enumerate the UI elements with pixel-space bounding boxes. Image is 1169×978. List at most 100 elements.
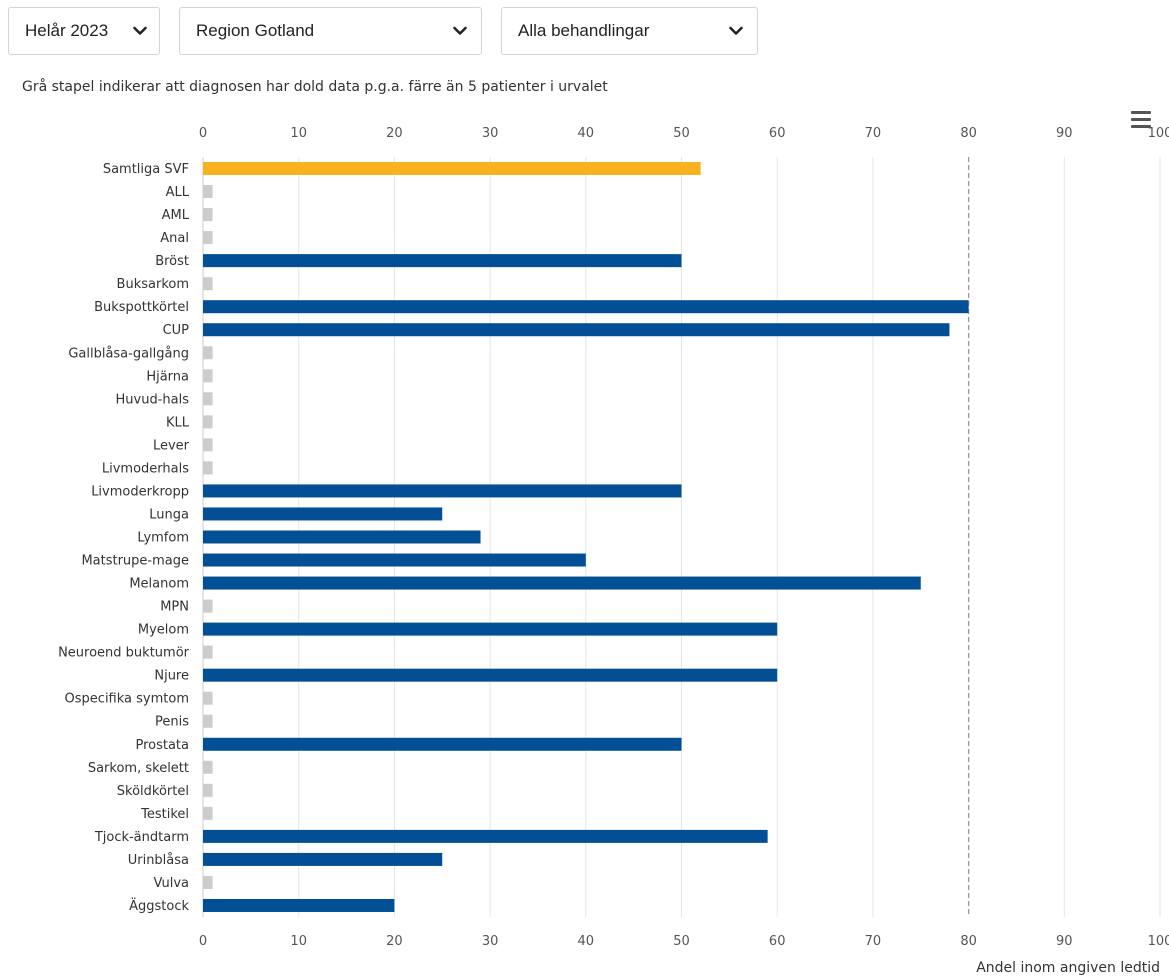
bar-matstrupe-mage [203,553,586,567]
x-tick-label-top: 70 [865,126,882,141]
x-tick-label-top: 40 [578,126,595,141]
bar-melanom [203,576,921,590]
category-label: Samtliga SVF [103,162,189,177]
bar-aml [203,208,213,222]
category-label: MPN [160,600,189,615]
category-label: Anal [160,231,189,246]
category-label: KLL [166,415,190,430]
region-select-value: Region Gotland [196,21,315,40]
x-tick-label-bottom: 40 [578,934,595,949]
category-label: Njure [154,669,189,684]
bar-livmoderhals [203,461,213,475]
bar-cup [203,323,950,337]
category-label: Livmoderhals [102,461,189,476]
category-label: Testikel [140,807,189,822]
category-label: CUP [163,323,190,338]
bar-lymfom [203,530,481,544]
category-label: Livmoderkropp [91,484,189,499]
period-select[interactable]: Helår 2023 [8,7,160,55]
bar-myelom [203,622,778,636]
category-label: Bukspottkörtel [94,300,189,315]
category-label: Lever [153,438,190,453]
x-tick-label-bottom: 80 [960,934,977,949]
bar-sköldkörtel [203,783,213,797]
region-select[interactable]: Region Gotland [179,7,482,55]
x-tick-label-top: 90 [1056,126,1073,141]
bar-vulva [203,875,213,889]
x-tick-label-bottom: 30 [482,934,499,949]
bar-prostata [203,737,682,751]
category-label: ALL [166,185,190,200]
bar-lunga [203,507,443,521]
bar-anal [203,231,213,245]
x-tick-label-bottom: 50 [673,934,690,949]
bar-penis [203,714,213,728]
chevron-down-icon [453,26,467,35]
chart-menu-button[interactable] [1128,108,1154,132]
category-label: Äggstock [129,898,189,914]
bar-ospecifika-symtom [203,691,213,705]
bar-all [203,185,213,199]
bar-livmoderkropp [203,484,682,498]
x-tick-label-bottom: 90 [1056,934,1073,949]
category-label: Urinblåsa [128,853,189,868]
category-label: Vulva [153,876,189,891]
category-label: Lymfom [137,530,189,545]
x-tick-label-bottom: 70 [865,934,882,949]
x-tick-label-top: 10 [290,126,307,141]
treatment-select[interactable]: Alla behandlingar [501,7,758,55]
category-label: Gallblåsa-gallgång [68,346,189,361]
bar-hjärna [203,369,213,383]
category-label: Huvud-hals [116,392,190,407]
x-tick-label-bottom: 10 [290,934,307,949]
chevron-down-icon [133,26,147,35]
x-tick-label-bottom: 20 [386,934,403,949]
category-label: Prostata [135,738,189,753]
x-tick-label-top: 80 [960,126,977,141]
category-label: Sarkom, skelett [88,761,189,776]
period-select-value: Helår 2023 [25,21,109,40]
bar-äggstock [203,898,395,912]
bar-kll [203,415,213,429]
category-label: Penis [155,715,189,730]
x-tick-label-top: 30 [482,126,499,141]
bar-testikel [203,806,213,820]
chevron-down-icon [729,26,743,35]
bar-gallblåsa-gallgång [203,346,213,360]
category-label: AML [162,208,190,223]
x-tick-label-bottom: 100 [1148,934,1169,949]
bar-urinblåsa [203,852,443,866]
bar-samtliga-svf [203,162,701,176]
bar-mpn [203,599,213,613]
category-label: Melanom [129,577,189,592]
bar-neuroend-buktumör [203,645,213,659]
category-label: Lunga [149,507,189,522]
category-label: Myelom [138,623,189,638]
bar-sarkom-skelett [203,760,213,774]
category-label: Ospecifika symtom [65,692,189,707]
bar-buksarkom [203,277,213,291]
hamburger-menu-icon [1131,111,1151,114]
category-label: Neuroend buktumör [58,646,190,661]
x-tick-label-top: 60 [769,126,786,141]
hamburger-menu-icon-line [1131,118,1151,121]
x-tick-label-top: 20 [386,126,403,141]
x-tick-label-top: 100 [1148,126,1169,141]
x-tick-label-bottom: 0 [199,934,207,949]
category-label: Buksarkom [117,277,189,292]
hidden-data-note: Grå stapel indikerar att diagnosen har d… [22,79,608,95]
bar-tjock-ändtarm [203,829,768,843]
category-label: Hjärna [146,369,189,384]
bar-bröst [203,254,682,268]
category-label: Matstrupe-mage [81,554,189,569]
x-axis-title: Andel inom angiven ledtid [976,960,1160,976]
bar-bukspottkörtel [203,300,969,314]
bar-njure [203,668,778,682]
category-label: Bröst [155,254,189,269]
bar-huvud-hals [203,392,213,406]
bar-lever [203,438,213,452]
hamburger-menu-icon-line [1131,125,1151,128]
category-label: Tjock-ändtarm [94,830,189,845]
